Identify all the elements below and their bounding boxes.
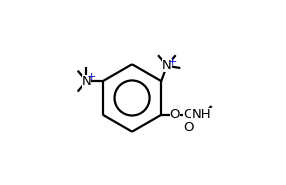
- Text: NH: NH: [191, 108, 211, 121]
- Text: C: C: [183, 108, 193, 121]
- Text: O: O: [170, 108, 180, 121]
- Text: O: O: [183, 121, 193, 134]
- Text: +: +: [167, 57, 177, 67]
- Text: N: N: [162, 59, 172, 72]
- Text: N: N: [82, 75, 91, 88]
- Text: +: +: [87, 73, 96, 83]
